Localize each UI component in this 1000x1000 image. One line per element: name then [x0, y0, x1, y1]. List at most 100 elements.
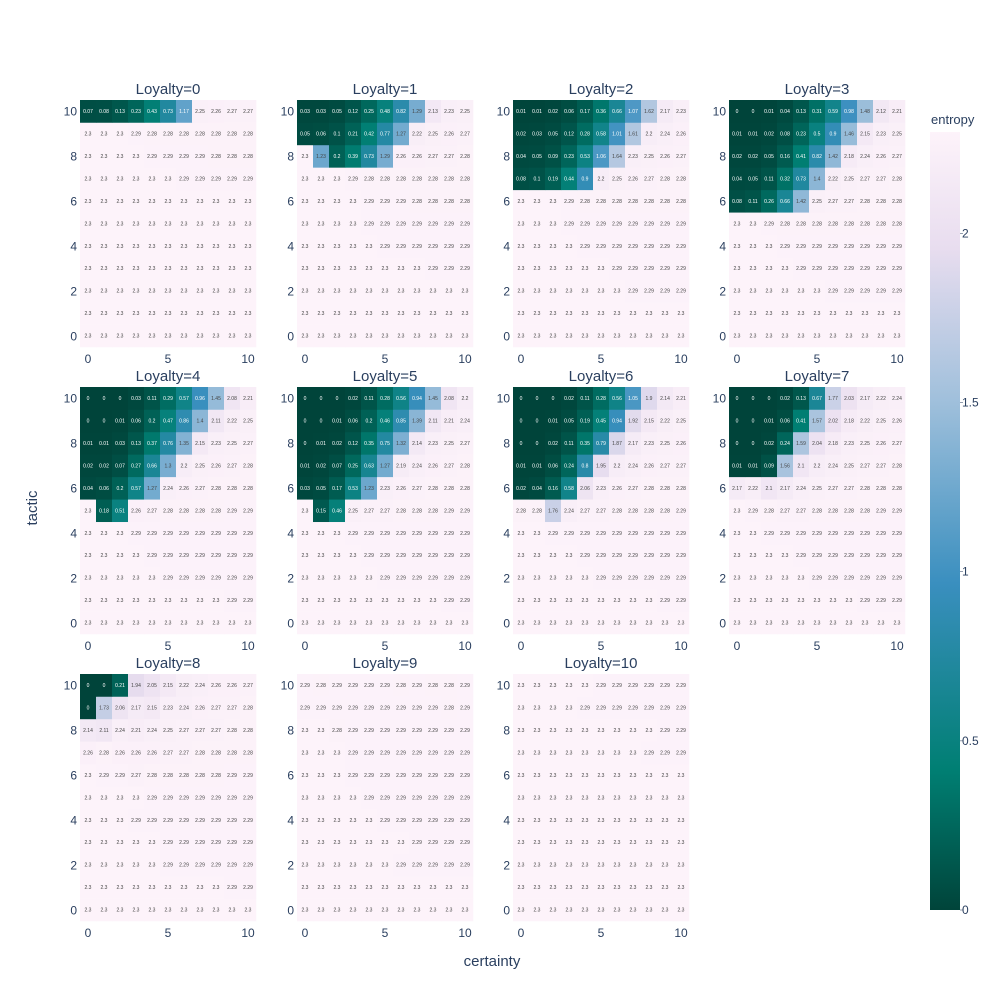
cell-label: 2.3 — [646, 818, 653, 824]
cell-label: 2.28 — [676, 176, 686, 182]
cell-label: 2.3 — [734, 598, 741, 604]
cell-label: 2.29 — [628, 576, 638, 582]
cell-label: 2.29 — [396, 795, 406, 801]
cell-label: 2.3 — [350, 598, 357, 604]
heatmap-cell — [745, 324, 762, 348]
cell-label: 0 — [320, 396, 323, 402]
cell-label: 2.27 — [131, 773, 141, 779]
heatmap-cell — [313, 763, 330, 787]
heatmap-cell — [809, 409, 826, 433]
cell-label: 2.29 — [444, 863, 454, 869]
heatmap-cell — [176, 409, 193, 433]
cell-label: 0.01 — [764, 109, 774, 115]
heatmap-cell — [513, 387, 530, 410]
cell-label: 2.3 — [534, 244, 541, 250]
cell-label: 2.29 — [163, 154, 173, 160]
cell-label: 2.3 — [750, 576, 757, 582]
heatmap-cell — [80, 741, 97, 765]
cell-label: 2.29 — [380, 244, 390, 250]
cell-label: 2.29 — [628, 221, 638, 227]
heatmap-cell — [96, 189, 113, 213]
cell-label: 2.27 — [460, 131, 470, 137]
heatmap-cell — [128, 898, 145, 922]
cell-label: 2.3 — [245, 221, 252, 227]
cell-label: 2.29 — [227, 885, 237, 891]
heatmap-cell — [457, 100, 474, 123]
heatmap-cell — [409, 898, 426, 922]
cell-label: 0.41 — [796, 154, 806, 160]
cell-label: 0.06 — [780, 418, 790, 424]
heatmap-cell — [425, 302, 442, 325]
cell-label: 2.3 — [334, 795, 341, 801]
cell-label: 2.3 — [750, 553, 757, 559]
y-tick-label: 4 — [70, 239, 77, 253]
cell-label: 2.3 — [133, 154, 140, 160]
cell-label: 2.29 — [195, 795, 205, 801]
cell-label: 2.3 — [117, 199, 124, 205]
cell-label: 0.02 — [332, 441, 342, 447]
heatmap-cell — [144, 122, 161, 146]
cell-label: 2.3 — [302, 221, 309, 227]
heatmap-cell — [96, 786, 113, 810]
heatmap-cell — [160, 808, 177, 832]
heatmap-cell — [561, 786, 578, 810]
cell-label: 2.3 — [550, 266, 557, 272]
cell-label: 2.3 — [662, 908, 669, 914]
cell-label: 2.3 — [133, 334, 140, 340]
cell-label: 0.94 — [412, 396, 422, 402]
heatmap-cell — [224, 100, 241, 123]
cell-label: 1.73 — [99, 705, 109, 711]
heatmap-cell — [297, 144, 314, 168]
heatmap-cell — [345, 324, 362, 348]
heatmap-cell — [176, 454, 193, 478]
y-tick-label: 4 — [70, 813, 77, 827]
cell-label: 2.3 — [149, 311, 156, 317]
heatmap-cell — [240, 763, 257, 787]
heatmap-cell — [128, 144, 145, 168]
heatmap-cell — [673, 189, 690, 213]
heatmap-cell — [144, 409, 161, 433]
heatmap-cell — [625, 566, 642, 590]
heatmap-cell — [240, 589, 257, 612]
heatmap-cell — [297, 544, 314, 567]
cell-label: 2.3 — [582, 334, 589, 340]
heatmap-cell — [625, 409, 642, 433]
heatmap-cell — [329, 521, 346, 545]
heatmap-cell — [128, 167, 145, 191]
cell-label: 2.3 — [302, 795, 309, 801]
cell-label: 0.35 — [580, 441, 590, 447]
cell-label: 2.26 — [876, 154, 886, 160]
cell-label: 2.27 — [147, 508, 157, 514]
cell-label: 2.3 — [398, 334, 405, 340]
heatmap-cell — [329, 718, 346, 742]
heatmap-cell — [409, 696, 426, 720]
cell-label: 2.3 — [614, 773, 621, 779]
cell-label: 2.29 — [227, 553, 237, 559]
cell-label: 2.3 — [85, 131, 92, 137]
cell-label: 0.25 — [348, 463, 358, 469]
cell-label: 2.3 — [598, 840, 605, 846]
heatmap-cell — [889, 387, 906, 410]
cell-label: 2.3 — [614, 598, 621, 604]
heatmap-cell — [889, 544, 906, 567]
cell-label: 0.09 — [548, 154, 558, 160]
heatmap-cell — [377, 387, 394, 410]
heatmap-cell — [160, 786, 177, 810]
heatmap-cell — [160, 279, 177, 303]
cell-label: 2.3 — [318, 553, 325, 559]
heatmap-cell — [577, 611, 594, 635]
heatmap-cell — [729, 257, 746, 280]
cell-label: 2.3 — [117, 795, 124, 801]
cell-label: 2.29 — [628, 289, 638, 295]
heatmap-cell — [777, 566, 794, 590]
heatmap-cell — [80, 189, 97, 213]
heatmap-cell — [777, 409, 794, 433]
heatmap-cell — [80, 279, 97, 303]
cell-label: 2.3 — [518, 598, 525, 604]
cell-label: 2.3 — [518, 311, 525, 317]
heatmap-cell — [857, 611, 874, 635]
cell-label: 2.3 — [646, 334, 653, 340]
heatmap-cell — [609, 853, 626, 877]
heatmap-cell — [441, 521, 458, 545]
cell-label: 0.01 — [99, 441, 109, 447]
